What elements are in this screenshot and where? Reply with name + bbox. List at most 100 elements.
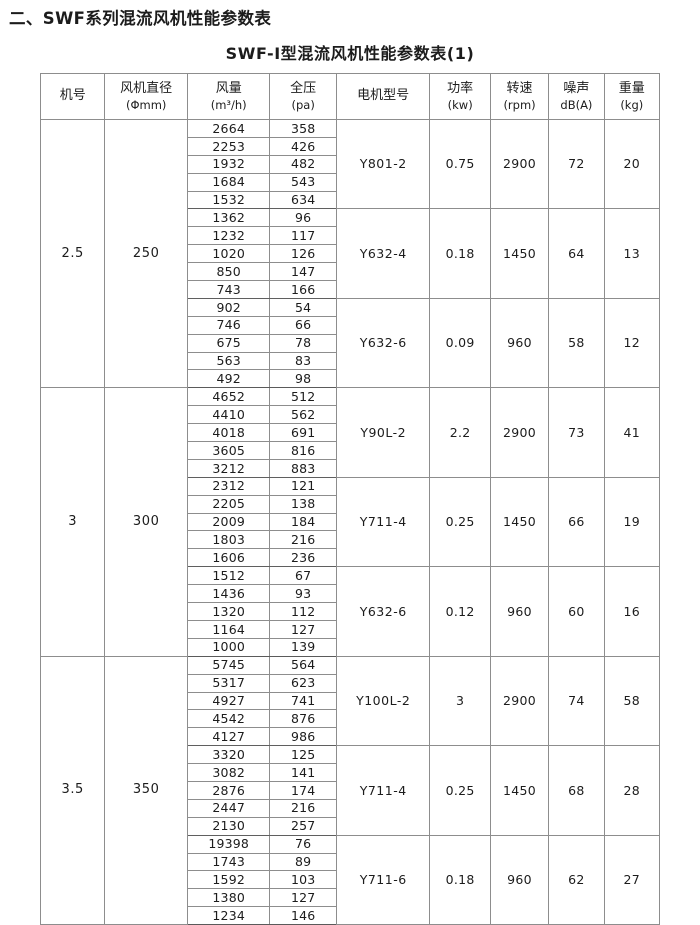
column-header-machine: 机号 bbox=[39, 73, 106, 120]
cell-total-pressure: 174 bbox=[269, 780, 337, 800]
cell-weight: 41 bbox=[603, 387, 661, 478]
table-row: 492 98 bbox=[41, 369, 660, 389]
table-row: 743 166 bbox=[41, 280, 660, 299]
cell-air-flow: 2253 bbox=[186, 136, 271, 156]
cell-air-flow: 1000 bbox=[186, 637, 271, 657]
column-header-motor: 电机型号 bbox=[335, 73, 431, 120]
cell-noise-level: 58 bbox=[548, 297, 605, 389]
cell-weight: 28 bbox=[603, 745, 661, 836]
column-header-main: 风量 bbox=[215, 80, 242, 96]
cell-total-pressure: 184 bbox=[269, 512, 337, 532]
cell-weight: 16 bbox=[603, 566, 661, 657]
table-row: 675 78 bbox=[41, 333, 660, 353]
cell-total-pressure: 141 bbox=[269, 763, 337, 782]
column-header-flow: 风量 (m³/h) bbox=[186, 73, 271, 120]
column-header-main: 重量 bbox=[618, 80, 645, 96]
column-header-main: 电机型号 bbox=[357, 88, 410, 104]
cell-air-flow: 4927 bbox=[186, 691, 271, 711]
cell-total-pressure: 236 bbox=[269, 548, 337, 568]
table-row: 1803 216 bbox=[41, 530, 660, 550]
cell-power: 0.12 bbox=[429, 566, 491, 657]
column-header-main: 噪声 bbox=[563, 80, 590, 96]
cell-air-flow: 2664 bbox=[186, 119, 271, 138]
cell-total-pressure: 78 bbox=[269, 333, 337, 353]
cell-total-pressure: 623 bbox=[269, 673, 337, 693]
cell-air-flow: 5745 bbox=[186, 655, 271, 675]
table-row: 2.5 250 2664 358 Y801-2 0.75 2900 72 20 bbox=[39, 118, 661, 389]
cell-weight: 58 bbox=[603, 655, 661, 747]
table-row: 2205 138 bbox=[41, 494, 660, 514]
cell-air-flow: 1320 bbox=[186, 602, 271, 621]
cell-total-pressure: 426 bbox=[269, 136, 337, 156]
cell-total-pressure: 216 bbox=[269, 530, 337, 550]
table-row: 2447 216 bbox=[41, 798, 660, 818]
cell-total-pressure: 146 bbox=[269, 906, 337, 925]
table-row: 3605 816 bbox=[41, 441, 660, 460]
cell-air-flow: 492 bbox=[186, 369, 271, 389]
cell-air-flow: 1803 bbox=[186, 530, 271, 550]
cell-noise-level: 62 bbox=[548, 834, 605, 925]
table-row: 850 147 bbox=[41, 262, 660, 282]
table-row: 1436 93 bbox=[41, 584, 660, 604]
cell-weight: 19 bbox=[603, 476, 661, 568]
cell-total-pressure: 66 bbox=[269, 315, 337, 335]
cell-total-pressure: 257 bbox=[269, 816, 337, 836]
table-row: 2876 174 bbox=[41, 780, 660, 800]
column-header-power: 功率 (kw) bbox=[429, 73, 491, 120]
table-row: 746 66 bbox=[41, 315, 660, 335]
cell-total-pressure: 125 bbox=[269, 745, 337, 765]
table-row: 1684 543 bbox=[41, 172, 660, 192]
table-header: 机号 风机直径 (Φmm) 风量 (m³/h) 全压 (pa) 电机型号 功率 (kw) 转速 (rp… bbox=[39, 73, 661, 120]
column-header-main: 转速 bbox=[506, 80, 533, 96]
cell-rotation-speed: 2900 bbox=[489, 655, 550, 747]
cell-air-flow: 1234 bbox=[186, 906, 271, 925]
cell-air-flow: 1932 bbox=[186, 154, 271, 174]
cell-motor-model: Y801-2 bbox=[335, 118, 431, 210]
cell-total-pressure: 127 bbox=[269, 619, 337, 639]
cell-air-flow: 3082 bbox=[186, 763, 271, 782]
cell-rotation-speed: 1450 bbox=[489, 208, 550, 299]
table-row: 1362 96 Y632-4 0.18 1450 64 13 bbox=[41, 208, 661, 299]
cell-noise-level: 73 bbox=[548, 387, 605, 478]
column-header-main: 功率 bbox=[447, 80, 474, 96]
cell-power: 0.09 bbox=[429, 297, 491, 389]
cell-total-pressure: 691 bbox=[269, 423, 337, 443]
cell-noise-level: 60 bbox=[548, 566, 605, 657]
cell-air-flow: 1512 bbox=[186, 566, 271, 586]
cell-power: 0.25 bbox=[429, 745, 491, 836]
column-header-main: 全压 bbox=[290, 80, 317, 96]
table-row: 2253 426 bbox=[41, 136, 660, 156]
column-header-main: 机号 bbox=[59, 88, 86, 104]
cell-fan-diameter: 300 bbox=[104, 387, 188, 657]
cell-motor-model: Y100L-2 bbox=[335, 655, 431, 747]
cell-air-flow: 4018 bbox=[186, 423, 271, 443]
cell-total-pressure: 83 bbox=[269, 351, 337, 371]
cell-total-pressure: 126 bbox=[269, 244, 337, 264]
cell-total-pressure: 121 bbox=[269, 476, 337, 496]
cell-air-flow: 2447 bbox=[186, 798, 271, 818]
cell-total-pressure: 741 bbox=[269, 691, 337, 711]
column-header-speed: 转速 (rpm) bbox=[489, 73, 550, 120]
cell-total-pressure: 127 bbox=[269, 888, 337, 908]
cell-rotation-speed: 2900 bbox=[489, 118, 550, 210]
cell-air-flow: 4542 bbox=[186, 709, 271, 729]
cell-air-flow: 1436 bbox=[186, 584, 271, 604]
cell-rotation-speed: 1450 bbox=[489, 476, 550, 568]
cell-air-flow: 1684 bbox=[186, 172, 271, 192]
cell-air-flow: 1380 bbox=[186, 888, 271, 908]
cell-machine-number: 3 bbox=[39, 387, 106, 657]
column-header-unit: (Φmm) bbox=[125, 97, 167, 112]
cell-total-pressure: 93 bbox=[269, 584, 337, 604]
table-row: 4927 741 bbox=[41, 691, 660, 711]
cell-total-pressure: 543 bbox=[269, 172, 337, 192]
cell-machine-number: 3.5 bbox=[39, 655, 106, 925]
cell-noise-level: 68 bbox=[548, 745, 605, 836]
table-row: 3.5 350 5745 564 Y100L-2 3 2900 74 58 bbox=[39, 655, 661, 925]
cell-total-pressure: 139 bbox=[269, 637, 337, 657]
cell-air-flow: 850 bbox=[186, 262, 271, 282]
cell-air-flow: 2205 bbox=[186, 494, 271, 514]
cell-total-pressure: 96 bbox=[269, 208, 337, 228]
cell-air-flow: 4652 bbox=[186, 387, 271, 407]
cell-weight: 13 bbox=[603, 208, 661, 299]
cell-air-flow: 19398 bbox=[186, 834, 271, 854]
